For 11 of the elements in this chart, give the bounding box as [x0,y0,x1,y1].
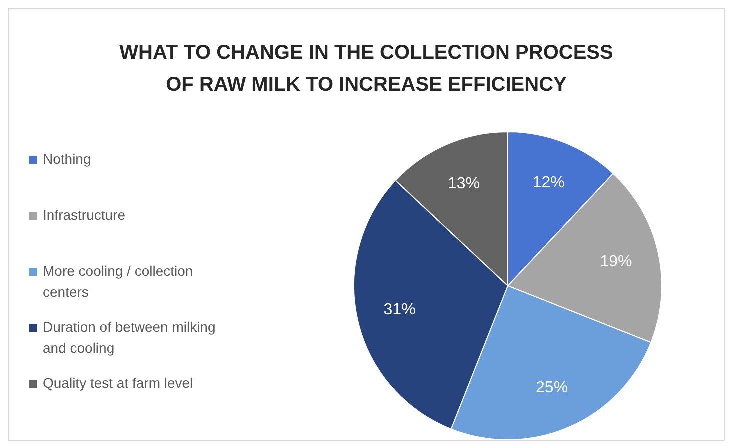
legend-label: Nothing [43,150,92,169]
legend-label: Quality test at farm level [43,374,194,393]
data-label: 19% [600,253,632,270]
data-label: 25% [536,379,568,396]
legend-label: Infrastructure [43,206,126,225]
data-label: 31% [384,302,416,319]
chart-title: WHAT TO CHANGE IN THE COLLECTION PROCESS OF RAW MILK TO INCREASE EFFICIENCY [118,41,614,98]
data-label: 13% [448,176,480,193]
legend-label: Duration of between milking and cooling [43,318,217,358]
legend-label: More cooling / collection centers [43,262,194,302]
data-label: 12% [532,174,565,192]
